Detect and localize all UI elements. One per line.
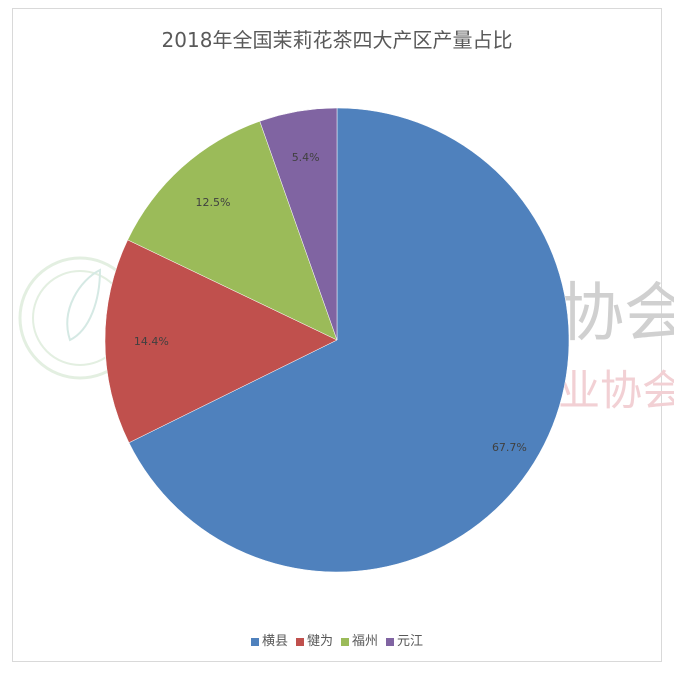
legend-swatch xyxy=(250,637,259,646)
legend-swatch xyxy=(341,637,349,646)
legend-swatch xyxy=(295,637,304,646)
data-label-1: 14.4% xyxy=(134,335,169,348)
legend-item-2: 福州 xyxy=(341,630,378,649)
legend-label: 犍为 xyxy=(306,634,333,649)
pie-slice-1 xyxy=(104,239,338,444)
legend-label: 横县 xyxy=(261,634,288,649)
watermark: 协会 业协会 xyxy=(18,256,674,415)
svg-text:业协会: 业协会 xyxy=(558,366,674,415)
legend-item-3: 元江 xyxy=(386,630,423,649)
pie-slice-0 xyxy=(128,107,570,573)
data-label-2: 12.5% xyxy=(195,196,230,209)
legend-item-1: 犍为 xyxy=(295,630,333,649)
legend-swatch xyxy=(386,637,395,646)
svg-text:协会: 协会 xyxy=(560,277,674,351)
pie-slice-3 xyxy=(259,107,338,341)
legend: 横县 犍为 福州 元江 xyxy=(0,630,674,649)
legend-item-0: 横县 xyxy=(250,630,288,649)
data-label-3: 5.4% xyxy=(292,151,320,164)
pie-slice-2 xyxy=(127,120,338,341)
legend-label: 元江 xyxy=(397,634,424,649)
chart-title: 2018年全国茉莉花茶四大产区产量占比 xyxy=(161,28,513,52)
data-label-0: 67.7% xyxy=(492,441,527,454)
chart-frame xyxy=(12,8,662,662)
legend-label: 福州 xyxy=(352,634,379,649)
